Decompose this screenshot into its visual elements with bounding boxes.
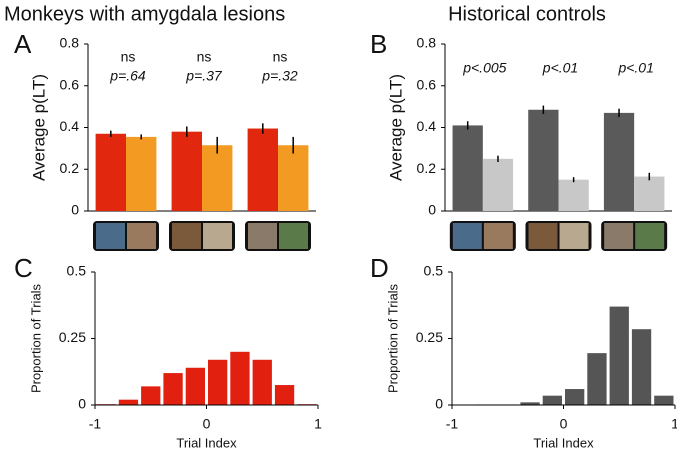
y-tick-label: 0 bbox=[78, 396, 86, 412]
y-tick-label: 0.6 bbox=[417, 76, 437, 92]
stimulus-image bbox=[127, 223, 156, 249]
y-tick-label: 0.8 bbox=[60, 35, 80, 51]
annotation: p<.01 bbox=[617, 60, 653, 76]
annotation: ns bbox=[273, 49, 288, 65]
histogram-bar bbox=[587, 353, 607, 405]
histogram-bar bbox=[542, 395, 562, 405]
y-tick-label: 0.4 bbox=[417, 118, 437, 134]
histogram-bar bbox=[252, 359, 272, 405]
histogram-bar bbox=[565, 389, 585, 405]
bar bbox=[528, 109, 559, 211]
x-tick-label: -1 bbox=[89, 416, 102, 432]
y-tick-label: 0.2 bbox=[60, 160, 80, 176]
annotation: p=.37 bbox=[185, 68, 223, 84]
panel-letter: D bbox=[370, 253, 389, 283]
annotation: p=.64 bbox=[109, 68, 146, 84]
y-tick-label: 0.5 bbox=[67, 263, 87, 279]
panel-letter: B bbox=[370, 29, 387, 59]
y-tick-label: 0.4 bbox=[60, 118, 80, 134]
stimulus-image bbox=[96, 223, 125, 249]
y-tick-label: 0.6 bbox=[60, 76, 80, 92]
bar bbox=[171, 131, 202, 211]
bar bbox=[634, 176, 665, 211]
histogram-bar bbox=[185, 367, 205, 405]
annotation: ns bbox=[197, 49, 212, 65]
y-axis-label: Proportion of Trials bbox=[28, 283, 43, 393]
header: Historical controls bbox=[448, 3, 606, 25]
stimulus-image bbox=[635, 223, 665, 249]
y-tick-label: 0 bbox=[428, 202, 436, 218]
header: Monkeys with amygdala lesions bbox=[4, 3, 285, 25]
stimulus-image bbox=[528, 223, 558, 249]
bar bbox=[482, 158, 514, 211]
annotation: p<.005 bbox=[462, 60, 506, 76]
histogram-bar bbox=[631, 329, 652, 405]
annotation: p<.01 bbox=[542, 60, 578, 76]
y-tick-label: 0.25 bbox=[59, 329, 86, 345]
y-tick-label: 0.2 bbox=[417, 160, 437, 176]
y-axis-label: Average p(LT) bbox=[29, 74, 48, 181]
y-tick-label: 0 bbox=[71, 202, 79, 218]
x-tick-label: 0 bbox=[560, 416, 568, 432]
annotation: p=.32 bbox=[261, 68, 298, 84]
histogram-bar bbox=[118, 399, 139, 405]
stimulus-image bbox=[559, 223, 589, 249]
bar bbox=[452, 125, 483, 211]
stimulus-image bbox=[248, 223, 277, 249]
x-tick-label: 1 bbox=[314, 416, 322, 432]
bar bbox=[603, 112, 635, 211]
x-tick-label: -1 bbox=[446, 416, 459, 432]
y-tick-label: 0.8 bbox=[417, 35, 437, 51]
histogram-bar bbox=[520, 402, 540, 405]
stimulus-image bbox=[172, 223, 201, 249]
x-tick-label: 0 bbox=[203, 416, 211, 432]
stimulus-image bbox=[203, 223, 232, 249]
histogram-bar bbox=[274, 385, 295, 405]
y-tick-label: 0.5 bbox=[424, 263, 444, 279]
x-tick-label: 1 bbox=[671, 416, 677, 432]
histogram-bar bbox=[230, 351, 250, 405]
stimulus-image bbox=[279, 223, 308, 249]
y-tick-label: 0 bbox=[435, 396, 443, 412]
panel-letter: C bbox=[14, 253, 33, 283]
bar bbox=[558, 179, 589, 211]
bar bbox=[95, 133, 126, 211]
y-tick-label: 0.25 bbox=[416, 329, 443, 345]
histogram-bar bbox=[208, 359, 228, 405]
x-axis-label: Trial Index bbox=[533, 435, 594, 450]
bar bbox=[247, 128, 278, 211]
histogram-bar bbox=[609, 306, 629, 405]
bar bbox=[278, 145, 309, 211]
bar bbox=[126, 136, 157, 211]
stimulus-image bbox=[483, 223, 513, 249]
histogram-bar bbox=[163, 373, 183, 405]
histogram-bar bbox=[654, 395, 674, 405]
x-axis-label: Trial Index bbox=[176, 435, 237, 450]
bar bbox=[202, 145, 233, 211]
histogram-bar bbox=[141, 386, 161, 405]
y-axis-label: Average p(LT) bbox=[386, 74, 405, 181]
panel-letter: A bbox=[14, 29, 32, 59]
stimulus-image bbox=[452, 223, 482, 249]
y-axis-label: Proportion of Trials bbox=[385, 283, 400, 393]
annotation: ns bbox=[121, 49, 136, 65]
stimulus-image bbox=[604, 223, 634, 249]
